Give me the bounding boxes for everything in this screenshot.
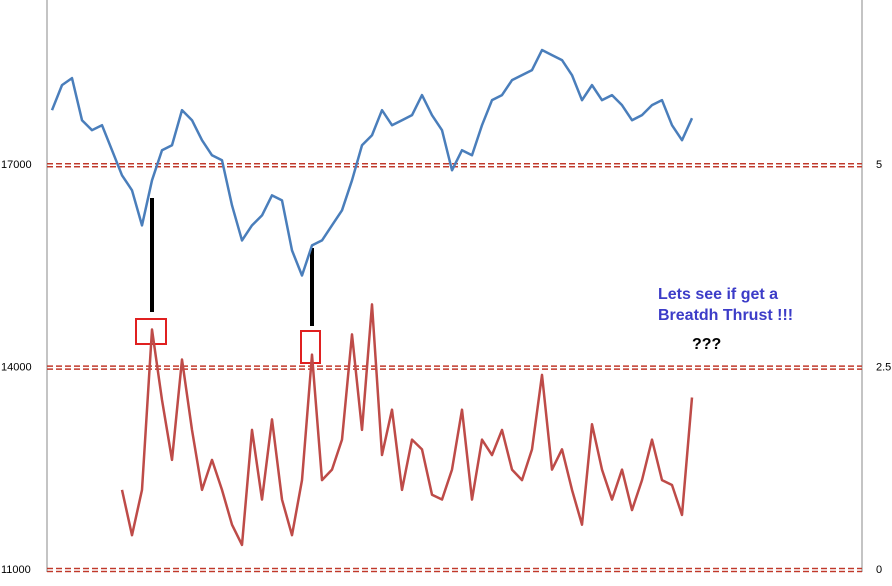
y2-tick-label: 0 bbox=[876, 564, 882, 576]
y2-tick-label: 2.5 bbox=[876, 361, 891, 373]
y-tick-label: 14000 bbox=[1, 362, 32, 374]
series-line bbox=[120, 303, 694, 547]
series-line bbox=[50, 48, 694, 277]
annotation: Lets see if get a bbox=[658, 286, 778, 303]
y-tick-label: 17000 bbox=[1, 159, 32, 171]
y2-tick-label: 5 bbox=[876, 159, 882, 171]
annotation: Breatdh Thrust !!! bbox=[658, 307, 793, 324]
y-tick-label: 11000 bbox=[1, 564, 31, 576]
annotation: ??? bbox=[692, 336, 721, 353]
